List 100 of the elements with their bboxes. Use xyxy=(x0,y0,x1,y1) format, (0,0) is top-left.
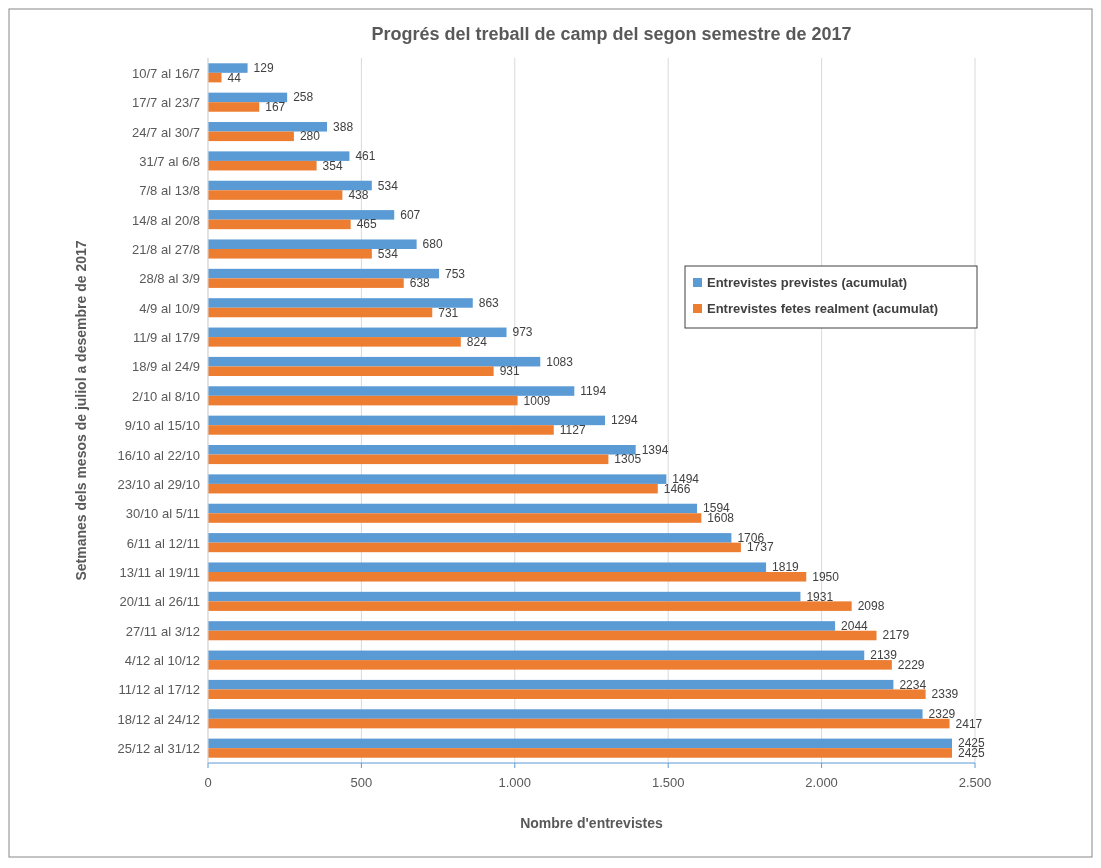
data-label: 2098 xyxy=(857,599,885,614)
bar xyxy=(208,63,248,73)
bar xyxy=(208,572,807,582)
data-label: 680 xyxy=(422,237,443,252)
legend-label: Entrevistes previstes (acumulat) xyxy=(707,275,908,290)
bar xyxy=(208,679,894,690)
data-label: 1394 xyxy=(641,442,669,457)
y-tick-label: 13/11 al 19/11 xyxy=(119,565,200,580)
bar xyxy=(208,591,801,602)
data-label: 44 xyxy=(227,70,242,85)
data-label: 753 xyxy=(445,266,466,281)
x-tick-label: 1.500 xyxy=(651,775,685,790)
y-tick-label: 31/7 al 6/8 xyxy=(139,153,200,169)
y-tick-label: 6/11 al 12/11 xyxy=(126,535,200,551)
bar xyxy=(208,454,609,465)
data-label: 1608 xyxy=(707,511,735,526)
y-tick-label: 14/8 al 20/8 xyxy=(132,212,200,228)
y-tick-label: 16/10 al 22/10 xyxy=(117,447,200,463)
data-label: 731 xyxy=(438,305,459,320)
y-tick-label: 23/10 al 29/10 xyxy=(117,476,200,492)
y-tick-label: 10/7 al 16/7 xyxy=(132,65,200,81)
data-label: 1931 xyxy=(806,589,834,604)
data-label: 2139 xyxy=(870,648,898,663)
y-axis-title: Setmanes dels mesos de juliol a desembre de 2017 xyxy=(73,240,89,581)
data-label: 1009 xyxy=(523,393,551,408)
bar xyxy=(208,180,372,191)
x-tick-label: 500 xyxy=(350,775,373,790)
bar xyxy=(208,445,636,455)
data-label: 1294 xyxy=(611,413,639,428)
data-label: 2044 xyxy=(841,618,869,633)
y-tick-label: 9/10 al 15/10 xyxy=(124,418,200,434)
x-tick-label: 0 xyxy=(204,775,212,790)
bar xyxy=(208,151,350,161)
bar xyxy=(208,718,950,729)
bar xyxy=(208,122,328,132)
bar xyxy=(208,278,404,288)
x-tick-label: 2.500 xyxy=(958,775,992,790)
data-label: 2179 xyxy=(882,628,910,643)
y-tick-label: 27/11 al 3/12 xyxy=(125,623,200,639)
data-label: 824 xyxy=(466,334,488,349)
bar xyxy=(208,356,541,367)
y-tick-label: 17/7 al 23/7 xyxy=(132,95,200,111)
data-label: 1950 xyxy=(812,569,840,584)
data-label: 2417 xyxy=(955,716,983,731)
data-label: 280 xyxy=(299,129,321,144)
y-tick-label: 25/12 al 31/12 xyxy=(117,741,200,757)
bar xyxy=(208,190,343,200)
bar xyxy=(208,395,518,406)
bar xyxy=(208,210,395,220)
data-label: 2229 xyxy=(897,657,925,672)
data-label: 1819 xyxy=(772,560,800,575)
data-label: 1127 xyxy=(559,422,586,437)
data-label: 1305 xyxy=(614,452,642,467)
data-label: 258 xyxy=(293,90,314,105)
bar xyxy=(208,483,658,494)
data-label: 465 xyxy=(356,217,378,232)
bar xyxy=(208,268,440,279)
bar xyxy=(208,542,741,553)
y-tick-label: 28/8 al 3/9 xyxy=(139,271,200,287)
bar xyxy=(208,307,433,318)
y-tick-label: 4/12 al 10/12 xyxy=(124,653,200,669)
bar xyxy=(208,748,952,758)
bar xyxy=(208,327,507,338)
bar xyxy=(208,366,494,376)
bar xyxy=(208,249,372,259)
y-tick-label: 4/9 al 10/9 xyxy=(139,300,200,316)
x-axis-title: Nombre d'entrevistes xyxy=(520,815,664,831)
x-tick-label: 1.000 xyxy=(498,775,532,790)
y-tick-label: 30/10 al 5/11 xyxy=(125,506,200,522)
bar xyxy=(208,689,926,699)
bar xyxy=(208,601,852,611)
bar xyxy=(208,738,952,749)
y-tick-label: 2/10 al 8/10 xyxy=(132,388,200,404)
y-tick-label: 7/8 al 13/8 xyxy=(139,183,200,199)
x-tick-label: 2.000 xyxy=(805,775,838,790)
data-label: 2339 xyxy=(931,687,959,702)
data-label: 354 xyxy=(322,158,343,173)
bar xyxy=(208,621,836,631)
legend-label: Entrevistes fetes realment (acumulat) xyxy=(707,301,939,316)
bar xyxy=(208,386,575,396)
y-tick-label: 11/12 al 17/12 xyxy=(118,682,200,698)
bar xyxy=(208,474,667,484)
bar xyxy=(208,298,473,308)
data-label: 607 xyxy=(400,207,421,222)
data-label: 863 xyxy=(478,295,500,310)
chart-title: Progrés del treball de camp del segon semestre de 2017 xyxy=(371,24,852,44)
bar xyxy=(208,219,351,230)
bar xyxy=(208,160,317,171)
bar xyxy=(208,562,767,572)
bar xyxy=(208,415,605,426)
y-tick-label: 18/12 al 24/12 xyxy=(117,711,200,727)
data-label: 931 xyxy=(499,364,520,379)
data-label: 461 xyxy=(355,149,376,164)
data-label: 973 xyxy=(512,325,533,340)
bar xyxy=(208,239,417,249)
bar xyxy=(208,660,892,670)
data-label: 1194 xyxy=(580,384,607,399)
data-label: 638 xyxy=(409,276,431,291)
y-tick-label: 20/11 al 26/11 xyxy=(119,594,200,610)
data-label: 167 xyxy=(265,99,286,114)
